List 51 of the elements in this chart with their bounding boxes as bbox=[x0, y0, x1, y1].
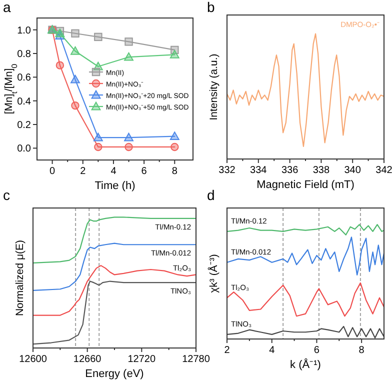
x-tick-label: 332 bbox=[218, 165, 236, 176]
x-axis-title: k (Å⁻¹) bbox=[290, 358, 321, 371]
x-axis-title: Energy (eV) bbox=[85, 368, 144, 380]
point bbox=[124, 132, 134, 142]
point bbox=[71, 29, 80, 38]
x-tick-label: 2 bbox=[224, 345, 230, 356]
x-tick-label: 342 bbox=[376, 165, 392, 176]
point bbox=[170, 142, 179, 152]
x-tick-label: 338 bbox=[312, 165, 330, 176]
point bbox=[170, 50, 180, 58]
x-tick-label: 8 bbox=[172, 166, 178, 177]
chart-title: b bbox=[207, 0, 215, 15]
x-tick-label: 4 bbox=[269, 345, 276, 356]
point bbox=[94, 142, 102, 152]
x-tick-label: 6 bbox=[141, 166, 148, 177]
y-tick-label: 1.0 bbox=[17, 25, 32, 36]
chart-title: c bbox=[3, 187, 10, 203]
x-tick-label: 12600 bbox=[19, 354, 48, 365]
point bbox=[71, 101, 80, 110]
y-tick-label: 0.2 bbox=[17, 120, 32, 131]
x-tick-label: 336 bbox=[281, 165, 299, 176]
point bbox=[56, 61, 64, 70]
x-tick-label: 12660 bbox=[73, 354, 102, 365]
x-tick-label: 340 bbox=[344, 165, 362, 176]
x-tick-label: 8 bbox=[358, 345, 365, 356]
x-axis-title: Time (h) bbox=[94, 180, 136, 192]
y-tick-label: 0.8 bbox=[17, 49, 32, 60]
y-axis-title: Intensity (a.u.) bbox=[208, 54, 220, 120]
x-tick-label: 2 bbox=[80, 166, 86, 177]
point bbox=[94, 32, 102, 42]
x-tick-label: 6 bbox=[314, 345, 320, 356]
chart-title: d bbox=[207, 187, 215, 203]
y-tick-label: 0.4 bbox=[17, 96, 32, 108]
y-tick-label: 0.6 bbox=[17, 72, 32, 84]
point bbox=[124, 38, 133, 46]
x-tick-label: 12780 bbox=[182, 354, 210, 365]
x-axis-title: Magnetic Field (mT) bbox=[256, 179, 354, 191]
x-tick-label: 4 bbox=[110, 166, 117, 177]
point bbox=[124, 142, 133, 152]
y-tick-label: 0.0 bbox=[17, 144, 32, 155]
x-tick-label: 0 bbox=[50, 166, 56, 177]
x-tick-label: 12720 bbox=[128, 354, 156, 365]
x-tick-label: 334 bbox=[250, 165, 268, 176]
point bbox=[70, 46, 80, 55]
chart-title: a bbox=[3, 0, 11, 15]
point bbox=[124, 52, 134, 61]
y-axis-title: Normalized μ(E) bbox=[14, 240, 26, 316]
point bbox=[70, 74, 80, 84]
y-axis-title: χk³ (Å⁻³) bbox=[207, 254, 220, 293]
point bbox=[170, 132, 180, 140]
point bbox=[93, 132, 103, 142]
